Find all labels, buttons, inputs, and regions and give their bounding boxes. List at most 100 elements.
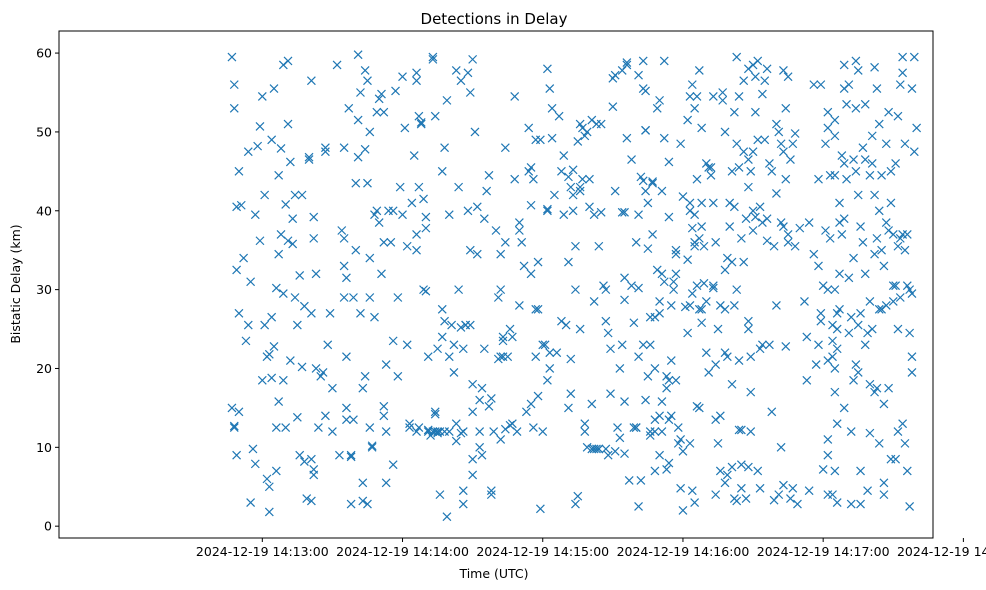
data-point (253, 141, 263, 151)
data-point (412, 68, 421, 78)
data-point (281, 200, 291, 209)
data-point (267, 312, 277, 322)
data-point (853, 190, 863, 200)
data-point (575, 186, 585, 196)
data-point (358, 383, 368, 393)
data-point (823, 107, 833, 117)
data-point (685, 300, 695, 310)
data-point (692, 281, 702, 291)
data-point (830, 364, 840, 373)
data-point (531, 352, 541, 362)
data-point (306, 454, 316, 464)
data-point (484, 170, 494, 180)
data-point (743, 182, 753, 192)
data-point (227, 403, 237, 413)
data-point (877, 245, 887, 255)
data-point (802, 375, 812, 385)
data-point (229, 423, 239, 433)
data-point (895, 233, 905, 243)
data-point (561, 320, 571, 330)
data-point (374, 218, 384, 228)
data-point (664, 458, 674, 468)
data-point (830, 115, 840, 125)
data-point (697, 222, 707, 231)
data-point (229, 80, 239, 90)
data-point (571, 241, 580, 251)
data-point (285, 356, 295, 366)
data-point (912, 123, 922, 133)
data-point (823, 450, 833, 460)
data-point (414, 423, 424, 433)
data-point (643, 198, 653, 208)
data-point (683, 255, 693, 265)
data-point (781, 103, 791, 113)
data-point (844, 328, 854, 338)
data-point (870, 249, 880, 259)
data-point (650, 466, 660, 476)
data-point (620, 449, 629, 459)
data-point (891, 159, 901, 168)
data-point (832, 324, 842, 334)
data-point (659, 277, 669, 287)
data-point (365, 253, 375, 263)
data-point (246, 498, 256, 507)
data-point (905, 328, 915, 338)
data-point (722, 352, 732, 362)
data-point (849, 155, 858, 164)
data-point (715, 411, 725, 421)
data-point (748, 226, 758, 235)
data-point (870, 387, 880, 397)
data-point (750, 72, 760, 82)
data-point (839, 403, 849, 413)
data-point (580, 419, 590, 429)
data-point (664, 375, 674, 385)
data-point (356, 88, 365, 97)
data-point (601, 316, 611, 326)
data-point (517, 237, 527, 247)
data-point (638, 176, 648, 186)
data-point (671, 245, 681, 255)
data-point (884, 107, 894, 117)
data-point (830, 466, 840, 476)
data-point (907, 367, 917, 377)
data-point (405, 423, 414, 433)
data-point (482, 186, 492, 196)
data-point (601, 285, 611, 295)
data-point (762, 64, 772, 74)
data-point (790, 129, 800, 138)
data-point (416, 118, 426, 127)
data-point (379, 401, 389, 411)
data-point (634, 70, 643, 80)
data-point (720, 348, 730, 358)
data-point (884, 383, 894, 393)
data-point (685, 438, 695, 448)
data-point (881, 300, 891, 310)
data-point (421, 212, 431, 222)
data-point (451, 436, 461, 446)
data-point (729, 300, 739, 310)
data-point (370, 210, 379, 220)
data-point (454, 182, 464, 192)
data-point (250, 210, 260, 220)
data-point (288, 214, 298, 224)
data-point (697, 304, 707, 314)
data-point (377, 89, 386, 99)
data-point (566, 182, 576, 192)
data-point (292, 412, 302, 422)
data-point (664, 415, 674, 425)
data-point (781, 341, 791, 351)
data-point (393, 371, 403, 381)
data-point (514, 218, 524, 228)
data-point (547, 103, 557, 113)
data-point (727, 166, 737, 176)
scatter-markers (227, 50, 922, 522)
data-point (895, 293, 905, 302)
data-point (444, 427, 454, 436)
data-point (900, 438, 910, 448)
data-point (320, 147, 330, 157)
data-point (662, 371, 672, 381)
data-point (416, 119, 426, 129)
data-point (734, 356, 744, 366)
data-point (571, 499, 580, 509)
data-point (734, 92, 744, 101)
